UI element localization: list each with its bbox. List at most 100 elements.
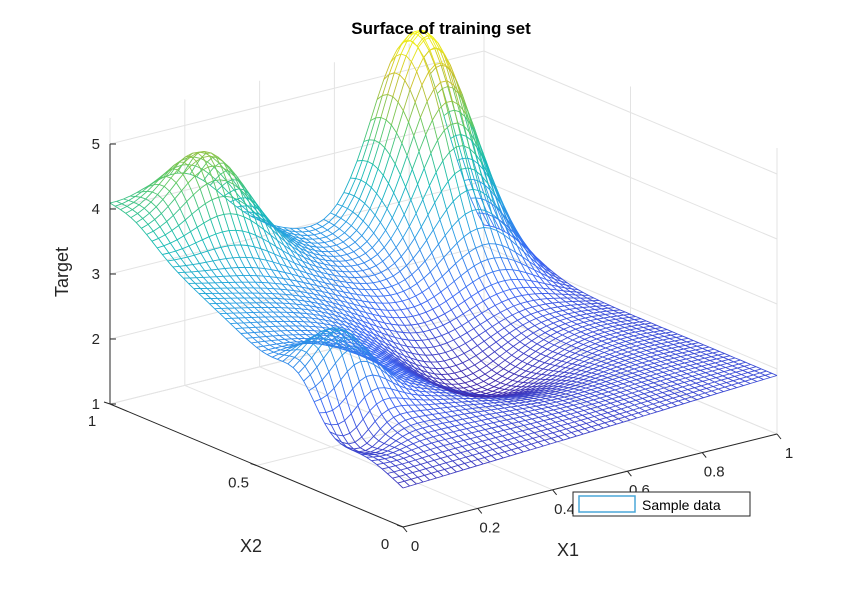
mesh-line (604, 420, 612, 424)
mesh-line (478, 406, 486, 409)
mesh-line (503, 429, 510, 435)
mesh-line (125, 212, 132, 218)
mesh-line (528, 396, 534, 399)
mesh-line (386, 452, 394, 456)
mesh-line (384, 287, 391, 296)
mesh-line (494, 346, 502, 353)
mesh-line (674, 370, 682, 374)
mesh-line (129, 192, 137, 197)
mesh-line (332, 279, 339, 287)
mesh-line (480, 389, 488, 393)
mesh-line (559, 343, 567, 348)
mesh-line (379, 454, 387, 457)
mesh-line (383, 461, 391, 464)
mesh-line (614, 353, 622, 357)
mesh-line (287, 259, 295, 264)
mesh-line (617, 327, 625, 330)
mesh-line (221, 166, 228, 182)
mesh-line (393, 174, 401, 194)
mesh-line (290, 298, 298, 301)
mesh-line (570, 411, 578, 415)
mesh-line (496, 207, 504, 224)
mesh-line (350, 312, 357, 320)
mesh-line (649, 340, 657, 344)
mesh-line (456, 145, 463, 148)
mesh-line (316, 285, 323, 292)
mesh-line (150, 201, 157, 208)
mesh-line (445, 412, 452, 417)
mesh-line (421, 287, 430, 293)
mesh-line (228, 189, 235, 194)
mesh-line (308, 288, 316, 291)
mesh-line (560, 362, 568, 367)
mesh-line (585, 385, 593, 389)
mesh-line (574, 398, 582, 402)
mesh-line (499, 445, 507, 449)
mesh-line (440, 389, 447, 394)
mesh-line (168, 250, 176, 254)
mesh-line (588, 309, 595, 311)
mesh-line (566, 404, 574, 408)
mesh-line (373, 333, 381, 338)
mesh-line (281, 345, 288, 349)
mesh-line (674, 339, 682, 342)
mesh-line (388, 406, 396, 411)
mesh-line (358, 451, 365, 454)
mesh-line (515, 398, 521, 401)
mesh-line (264, 268, 272, 271)
mesh-line (169, 182, 177, 192)
mesh-line (489, 413, 495, 419)
mesh-line (588, 343, 596, 347)
mesh-line (349, 160, 358, 179)
mesh-line (352, 381, 360, 390)
mesh-line (273, 227, 280, 231)
mesh-line (331, 423, 338, 426)
mesh-line (346, 251, 354, 255)
mesh-line (587, 363, 595, 368)
mesh-line (419, 101, 428, 118)
mesh-line (749, 366, 757, 369)
mesh-line (323, 323, 331, 326)
mesh-line (530, 311, 538, 315)
mesh-line (508, 433, 515, 439)
mesh-line (341, 249, 348, 255)
mesh-line (348, 349, 355, 365)
mesh-line (393, 342, 400, 350)
mesh-line (494, 417, 501, 422)
mesh-line (511, 421, 519, 424)
mesh-line (346, 302, 353, 309)
mesh-line (342, 241, 349, 248)
mesh-line (394, 370, 401, 375)
mesh-line (296, 241, 302, 247)
mesh-line (441, 269, 450, 277)
mesh-line (427, 296, 435, 302)
mesh-line (549, 359, 557, 365)
mesh-line (151, 240, 158, 249)
mesh-line (516, 396, 523, 399)
mesh-line (564, 432, 572, 435)
mesh-line (527, 398, 533, 402)
mesh-line (162, 199, 169, 207)
mesh-line (539, 412, 546, 417)
mesh-line (546, 409, 554, 412)
mesh-line (357, 405, 364, 420)
mesh-line (412, 443, 419, 448)
mesh-line (266, 354, 273, 358)
mesh-line (218, 268, 225, 270)
mesh-line (306, 351, 313, 359)
mesh-line (594, 361, 602, 365)
mesh-line (566, 316, 574, 319)
mesh-line (173, 259, 180, 267)
mesh-line (448, 401, 456, 404)
mesh-line (350, 405, 359, 415)
mesh-line (504, 396, 511, 399)
mesh-line (456, 439, 464, 443)
mesh-line (357, 264, 364, 271)
mesh-line (358, 256, 365, 264)
mesh-line (404, 325, 411, 334)
mesh-line (303, 282, 310, 289)
mesh-line (283, 226, 291, 229)
mesh-line (528, 378, 536, 384)
mesh-line (309, 283, 316, 291)
